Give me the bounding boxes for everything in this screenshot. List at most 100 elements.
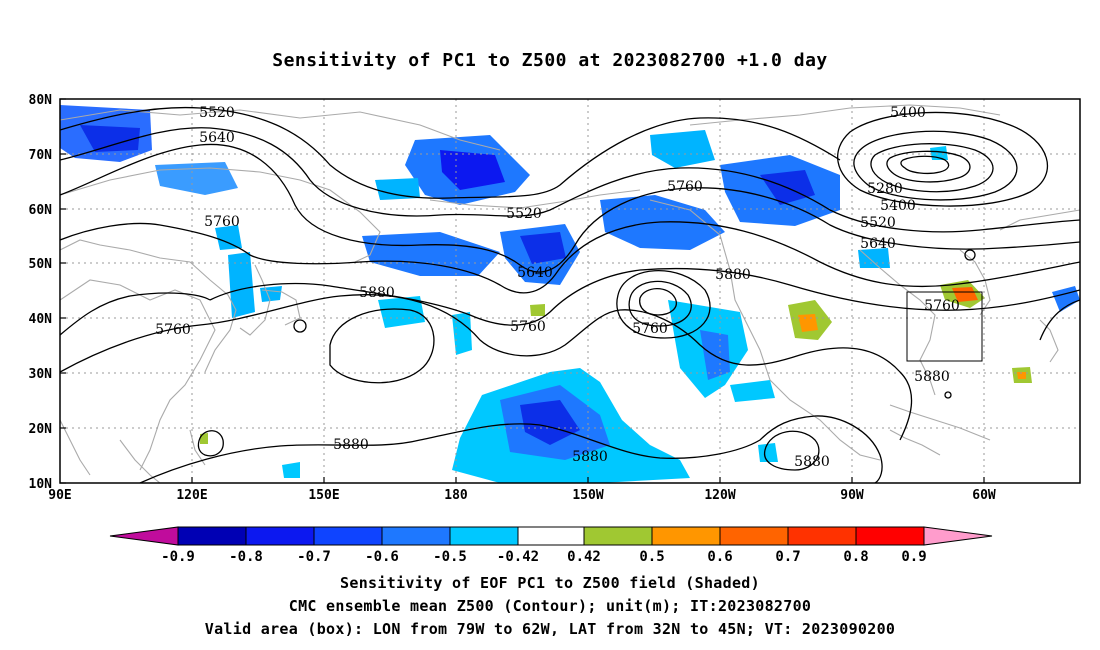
lon-label: 60W [972,488,996,503]
contour-line [628,280,692,327]
shade-region [200,433,208,444]
colorbar-label: 0.6 [707,549,732,565]
colorbar-segment [177,526,247,546]
contour-line [60,292,211,336]
chart-title: Sensitivity of PC1 to Z500 at 2023082700… [272,50,828,71]
valid-area-box [906,291,983,362]
colorbar-label: 0.7 [775,549,800,565]
colorbar [109,526,993,546]
shade-region [215,225,242,250]
caption-line-1: Sensitivity of EOF PC1 to Z500 field (Sh… [340,574,760,592]
contour-label: 5640 [199,130,235,146]
contour-label: 5640 [860,236,896,252]
lat-label: 70N [29,148,53,163]
contour-label: 5880 [715,267,751,283]
colorbar-segment [381,526,451,546]
contour-label: 5760 [510,319,546,335]
colorbar-segment [855,526,925,546]
graticule [60,99,1080,483]
colorbar-label: -0.8 [229,549,263,565]
lon-label: 180 [444,488,468,503]
coastline [60,419,91,476]
contour-label: 5760 [632,321,668,337]
colorbar-segment [651,526,721,546]
contour-line [944,391,952,399]
z500-contours [60,106,1080,483]
lon-label: 90W [840,488,864,503]
lon-label: 150E [308,488,339,503]
colorbar-label: -0.42 [497,549,539,565]
lat-labels: 80N 70N 60N 50N 40N 30N 20N 10N [29,93,53,492]
contour-label: 5520 [199,105,235,121]
plot-frame [59,98,1081,484]
colorbar-label: -0.9 [161,549,195,565]
contour-label: 5880 [572,449,608,465]
contour-line [139,415,883,483]
coastline [999,209,1080,231]
contour-line [964,249,976,261]
contour-line [60,106,841,199]
coastline [429,189,641,209]
contour-label: 5760 [204,214,240,230]
coastline [60,167,381,263]
shade-region [1017,372,1026,379]
contour-line [886,150,971,183]
contour-label: 5400 [890,105,926,121]
caption-line-2: CMC ensemble mean Z500 (Contour); unit(m… [288,597,812,615]
lon-label: 120E [176,488,207,503]
contour-line [900,155,950,175]
coastline [119,439,161,483]
coastline [60,279,216,471]
shade-region [452,312,472,355]
shade-region [520,400,580,445]
contour-line [870,143,994,193]
colorbar-label: -0.7 [297,549,331,565]
shade-region [80,125,140,152]
contour-label: 5880 [333,437,369,453]
contour-label: 5640 [517,265,553,281]
contour-line [763,430,820,471]
contour-label: 5880 [359,285,395,301]
contour-label: 5760 [667,179,703,195]
shade-region [282,462,300,478]
colorbar-label: 0.42 [567,549,601,565]
shade-region [375,178,420,200]
shade-region [650,130,715,168]
contour-line [293,319,307,333]
shade-region [530,304,545,316]
shade-region [758,443,778,462]
contour-labels: 5520 5640 5760 5400 5280 5400 5520 5640 … [155,105,960,470]
sensitivity-shading [60,105,1080,483]
coastline [1039,319,1059,363]
contour-label: 5760 [155,322,191,338]
colorbar-label: 0.5 [639,549,664,565]
lat-label: 10N [29,477,53,492]
contour-label: 5520 [506,206,542,222]
shade-region [228,252,255,318]
contour-line [60,127,1080,233]
colorbar-label: -0.5 [433,549,467,565]
colorbar-segment [787,526,857,546]
contour-label: 5880 [794,454,830,470]
colorbar-label: 0.8 [843,549,868,565]
coastline [60,239,237,373]
coastline [889,429,941,456]
contour-line [60,221,1080,294]
contour-line [209,267,1080,326]
contour-line [60,143,1080,273]
contour-label: 5520 [860,215,896,231]
contour-line [329,308,435,384]
contour-line [616,270,711,339]
contour-label: 5400 [880,198,916,214]
shade-region [700,330,730,380]
contour-line [60,294,913,441]
lon-label: 90E [48,488,71,503]
shade-region [520,232,566,264]
lat-label: 50N [29,257,53,272]
colorbar-label: 0.9 [901,549,926,565]
colorbar-labels: -0.9 -0.8 -0.7 -0.6 -0.5 -0.42 0.42 0.5 … [161,549,927,565]
colorbar-label: -0.6 [365,549,399,565]
lat-label: 30N [29,367,53,382]
contour-label: 5880 [914,369,950,385]
